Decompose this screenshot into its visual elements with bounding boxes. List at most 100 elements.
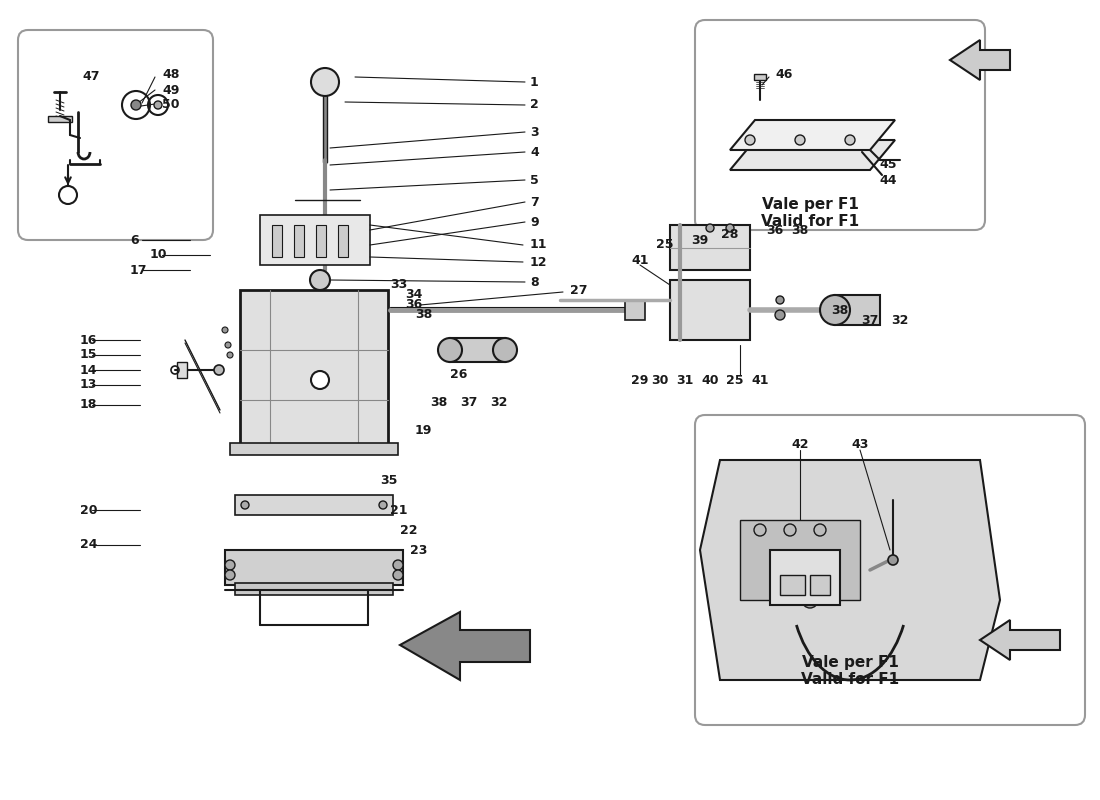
Text: 17: 17 [130,263,147,277]
Circle shape [795,135,805,145]
Bar [316,225,326,257]
Text: 22: 22 [400,523,418,537]
Text: Vale per F1: Vale per F1 [761,198,858,213]
Text: 45: 45 [880,158,896,171]
Text: 6: 6 [130,234,139,246]
Text: 32: 32 [490,395,507,409]
Bar [810,575,830,595]
Circle shape [226,342,231,348]
Circle shape [310,270,330,290]
FancyBboxPatch shape [18,30,213,240]
Text: 12: 12 [530,255,548,269]
Bar [240,290,388,450]
Text: 27: 27 [570,283,587,297]
Bar [272,225,282,257]
Text: 3: 3 [530,126,539,138]
Circle shape [776,310,785,320]
Bar [670,280,750,340]
Text: 19: 19 [415,423,432,437]
Circle shape [379,501,387,509]
Text: 34: 34 [405,289,422,302]
Text: 49: 49 [162,83,179,97]
Polygon shape [730,120,895,150]
Circle shape [493,338,517,362]
Circle shape [814,524,826,536]
Text: Valid for F1: Valid for F1 [801,673,899,687]
Text: 9: 9 [530,215,539,229]
Text: 41: 41 [751,374,769,386]
Text: 38: 38 [832,303,848,317]
Text: 10: 10 [150,249,167,262]
Text: 46: 46 [776,69,792,82]
Circle shape [59,186,77,204]
Circle shape [745,135,755,145]
Bar [835,295,880,325]
Text: 32: 32 [891,314,909,326]
Text: 7: 7 [530,195,539,209]
Circle shape [226,560,235,570]
Circle shape [241,501,249,509]
Bar [48,116,72,122]
Bar [740,520,860,600]
Text: 21: 21 [390,503,407,517]
Text: 40: 40 [702,374,718,386]
Text: 14: 14 [80,363,98,377]
Text: 13: 13 [80,378,98,391]
Circle shape [802,592,818,608]
Text: 23: 23 [410,543,428,557]
Text: 35: 35 [379,474,397,486]
Text: 20: 20 [80,503,98,517]
Text: 28: 28 [722,229,739,242]
Circle shape [438,338,462,362]
Bar [770,550,840,605]
Text: 18: 18 [80,398,98,411]
FancyBboxPatch shape [695,20,984,230]
Polygon shape [400,612,530,680]
FancyBboxPatch shape [695,415,1085,725]
Text: 37: 37 [460,395,477,409]
Bar [780,575,805,595]
Circle shape [226,570,235,580]
Bar [177,362,187,378]
Bar [230,443,398,455]
Circle shape [393,570,403,580]
Bar [450,338,505,362]
Circle shape [227,352,233,358]
Bar [226,550,403,585]
Circle shape [726,224,734,232]
Text: 5: 5 [530,174,539,186]
Polygon shape [950,40,1010,80]
Circle shape [888,555,898,565]
Text: 25: 25 [726,374,744,386]
Circle shape [754,524,766,536]
Text: 29: 29 [631,374,649,386]
Text: Valid for F1: Valid for F1 [761,214,859,230]
Circle shape [222,327,228,333]
Text: A: A [316,375,324,385]
Circle shape [393,560,403,570]
Text: 38: 38 [415,309,432,322]
Bar [294,225,304,257]
Bar [338,225,348,257]
Text: 1: 1 [530,75,539,89]
Text: 38: 38 [791,223,808,237]
Text: 36: 36 [405,298,422,311]
Text: 33: 33 [390,278,407,291]
Text: A: A [64,190,73,200]
Text: 47: 47 [82,70,99,82]
Circle shape [706,224,714,232]
Polygon shape [700,460,1000,680]
Circle shape [131,100,141,110]
Text: 50: 50 [162,98,179,111]
Circle shape [820,295,850,325]
Circle shape [311,371,329,389]
Circle shape [311,68,339,96]
Bar [235,495,393,515]
Bar [754,74,766,80]
Text: 39: 39 [692,234,708,246]
Circle shape [845,135,855,145]
Text: 37: 37 [861,314,879,326]
Polygon shape [980,620,1060,660]
Circle shape [154,101,162,109]
Bar [235,583,393,595]
